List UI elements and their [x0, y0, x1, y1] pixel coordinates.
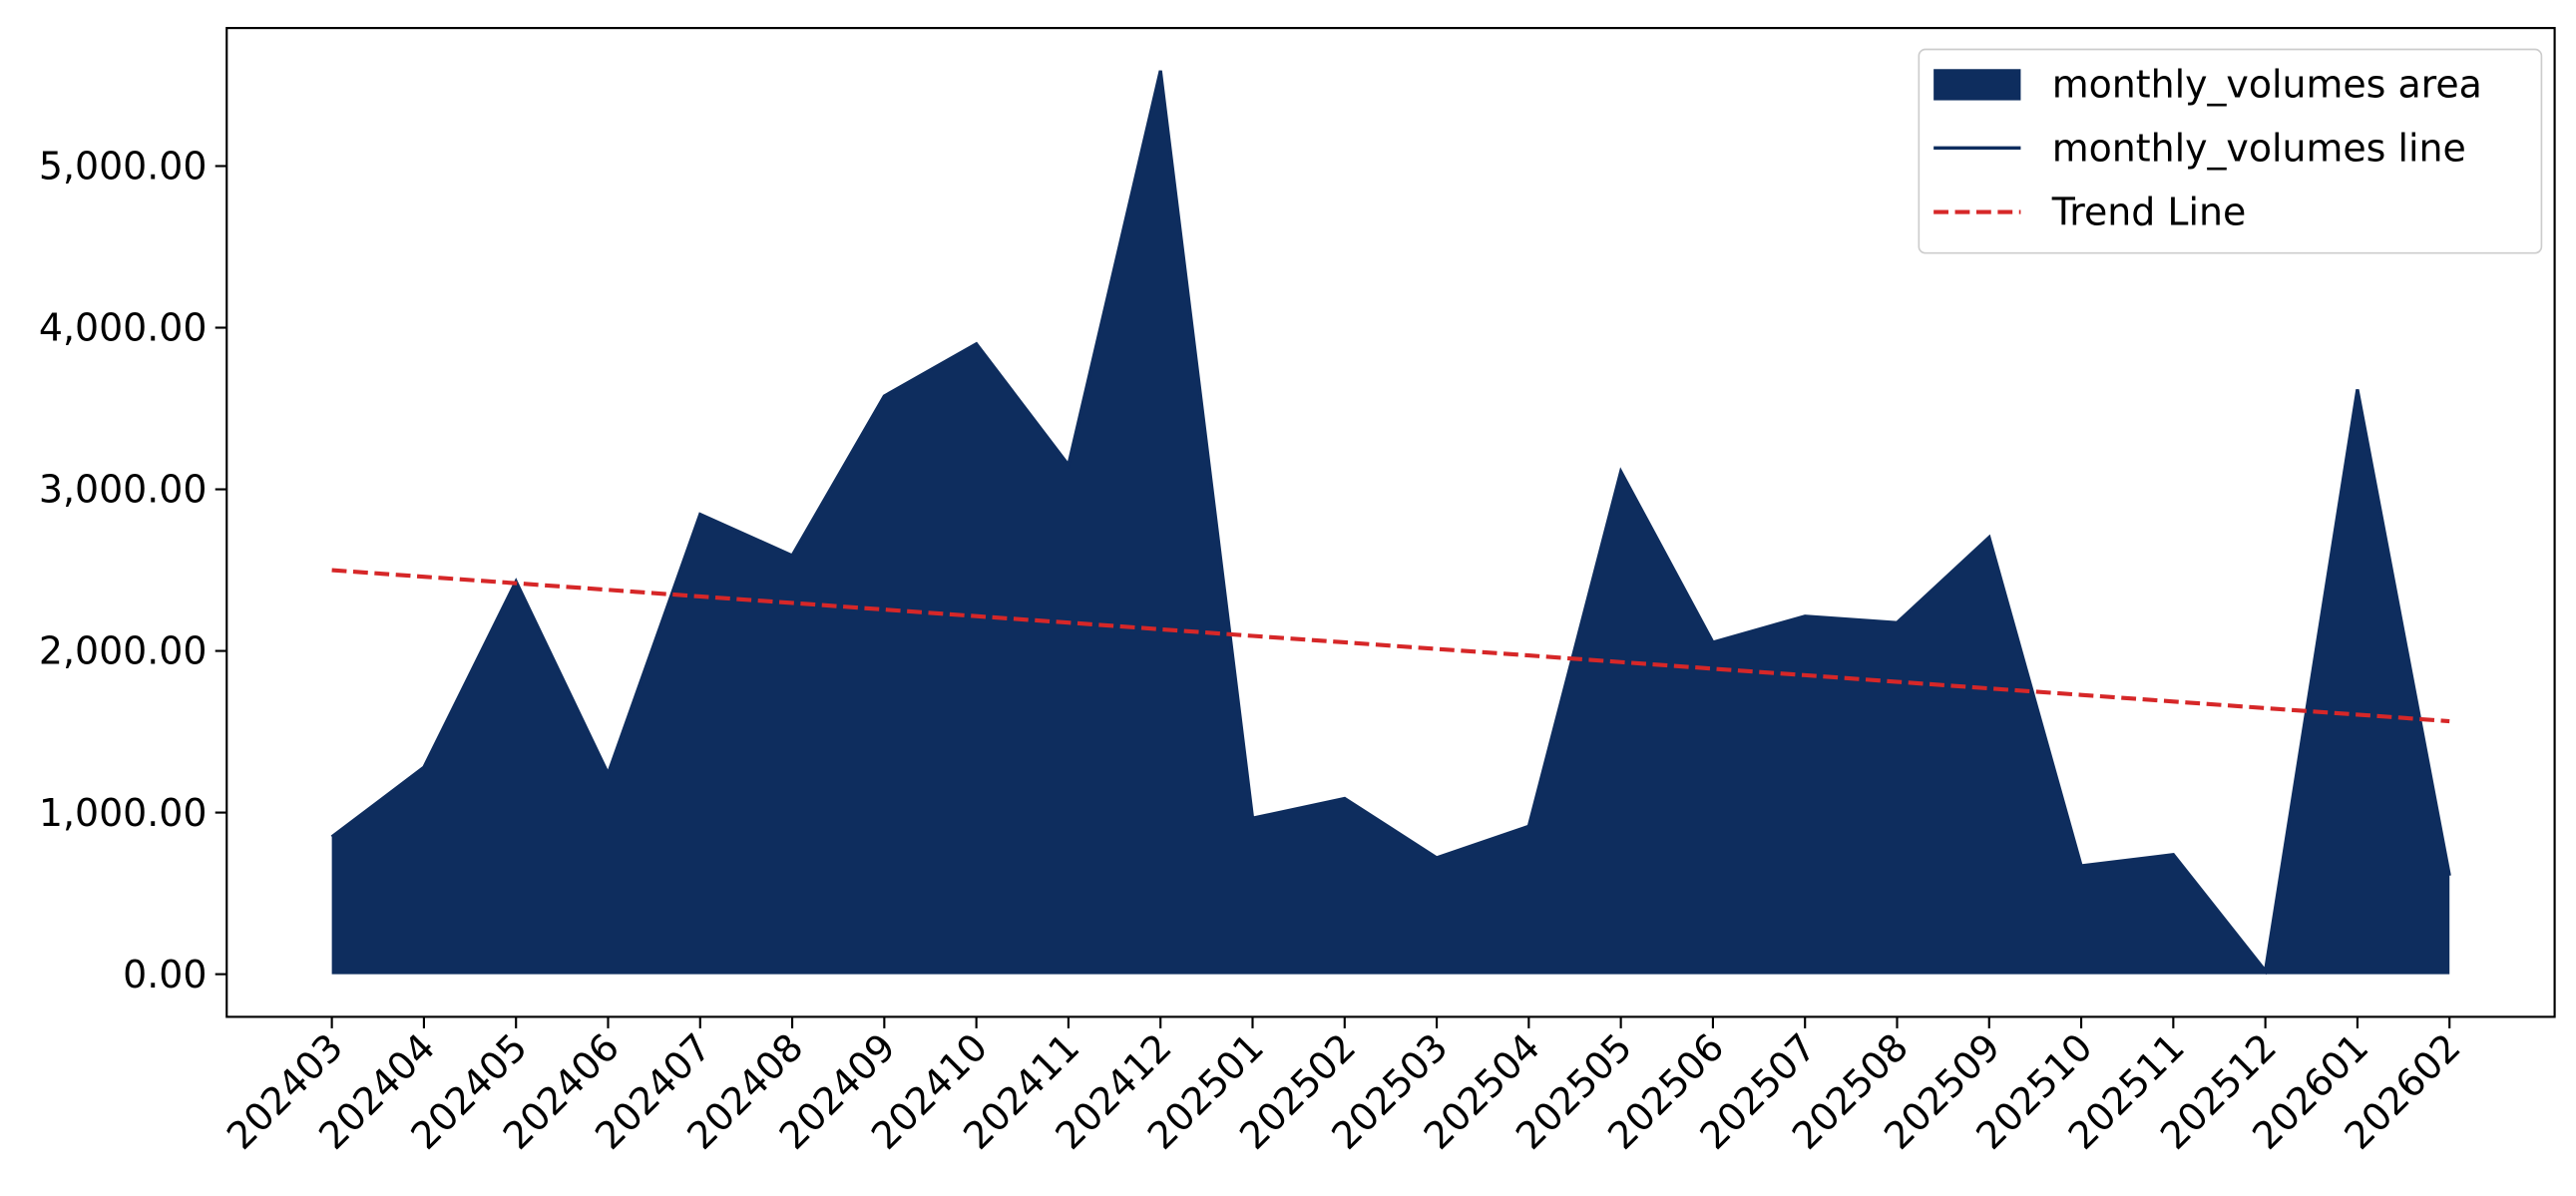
legend-label: monthly_volumes line	[2052, 126, 2466, 170]
plot-frame	[225, 27, 2556, 1018]
legend: monthly_volumes area monthly_volumes line…	[1918, 48, 2543, 254]
legend-label: monthly_volumes area	[2052, 62, 2482, 106]
y-tick-label: 4,000.00	[39, 306, 208, 350]
y-tick-label: 5,000.00	[39, 145, 208, 189]
y-tick-label: 3,000.00	[39, 468, 208, 512]
trend-line	[331, 568, 2450, 724]
legend-frame	[1918, 48, 2543, 254]
y-tick-label: 0.00	[123, 953, 207, 997]
area	[331, 70, 2450, 975]
legend-label: Trend Line	[2051, 191, 2247, 234]
legend-swatch	[1933, 69, 2021, 101]
y-tick-label: 2,000.00	[39, 629, 208, 673]
line	[330, 70, 2451, 976]
y-tick-label: 1,000.00	[39, 791, 208, 835]
